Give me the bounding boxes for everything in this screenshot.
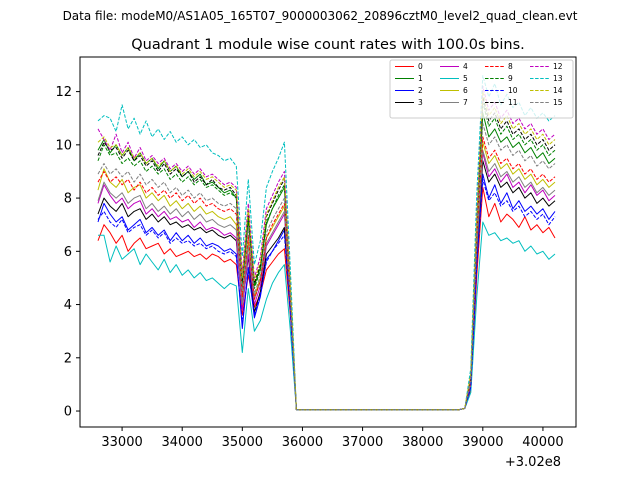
x-tick-label: 33000	[101, 435, 142, 450]
x-tick-label: 40000	[522, 435, 563, 450]
legend-label-14: 14	[553, 86, 563, 95]
legend-label-12: 12	[553, 62, 563, 71]
legend-label-11: 11	[508, 98, 518, 107]
legend-label-2: 2	[418, 86, 423, 95]
plot-frame	[79, 56, 577, 428]
legend-label-1: 1	[418, 74, 423, 83]
series-line-15	[97, 123, 556, 411]
chart-title: Quadrant 1 module wise count rates with …	[131, 37, 525, 53]
x-tick-label: 34000	[162, 435, 203, 450]
y-tick-label: 6	[64, 245, 72, 260]
legend-label-15: 15	[553, 98, 563, 107]
x-tick-label: 37000	[342, 435, 383, 450]
y-tick-label: 4	[64, 298, 72, 313]
legend-label-4: 4	[463, 62, 468, 71]
y-tick-label: 12	[55, 85, 72, 100]
legend-label-9: 9	[508, 74, 513, 83]
legend-label-5: 5	[463, 74, 468, 83]
plot-lines	[97, 75, 556, 411]
chart-suptitle: Data file: modeM0/AS1A05_165T07_90000030…	[63, 9, 578, 23]
legend-label-8: 8	[508, 62, 513, 71]
x-tick-label: 36000	[282, 435, 323, 450]
y-axis: 0 2 4 6 8 10 12	[55, 85, 80, 420]
y-tick-label: 0	[64, 405, 72, 420]
legend-label-10: 10	[508, 86, 518, 95]
x-tick-label: 39000	[462, 435, 503, 450]
legend-label-0: 0	[418, 62, 423, 71]
y-tick-label: 8	[64, 192, 72, 207]
legend-label-6: 6	[463, 86, 468, 95]
x-offset-label: +3.02e8	[505, 455, 561, 470]
legend-label-7: 7	[463, 98, 468, 107]
legend-box	[389, 59, 574, 119]
legend-label-3: 3	[418, 98, 423, 107]
x-axis: 33000 34000 35000 36000 37000 38000 39000 40000	[101, 427, 564, 450]
y-tick-label: 10	[55, 138, 72, 153]
legend-label-13: 13	[553, 74, 563, 83]
y-tick-label: 2	[64, 351, 72, 366]
x-tick-label: 38000	[402, 435, 443, 450]
x-tick-label: 35000	[222, 435, 263, 450]
